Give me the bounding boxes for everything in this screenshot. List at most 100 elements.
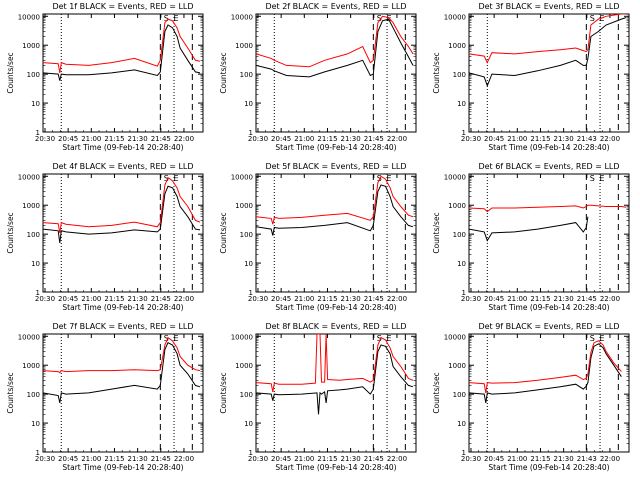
- plot-frame: [468, 173, 630, 293]
- events-series-line: [469, 343, 622, 403]
- lld-series-line: [256, 15, 414, 68]
- x-tick-label: 20:30: [248, 135, 268, 143]
- x-tick-label: 21:15: [317, 295, 337, 303]
- x-tick-label: 22:00: [174, 135, 194, 143]
- start-marker-label: S: [377, 14, 382, 23]
- y-tick-label: 1: [36, 129, 40, 137]
- x-tick-label: 20:45: [271, 135, 291, 143]
- y-tick-label: 100: [453, 71, 466, 79]
- x-tick-label: 20:30: [461, 295, 481, 303]
- chart-panel-3: Det 3f BLACK = Events, RED = LLD 1 10 100 10…: [432, 2, 630, 152]
- x-tick-label: 21:43: [577, 135, 597, 143]
- end-marker-label: E: [600, 14, 605, 23]
- x-tick-label: 21:00: [507, 295, 527, 303]
- x-tick-label: 21:00: [507, 455, 527, 463]
- x-tick-label: 21:30: [554, 135, 574, 143]
- chart-panel-4: Det 4f BLACK = Events, RED = LLD 1 10 100 10…: [6, 162, 204, 312]
- x-tick-label: 22:00: [387, 455, 407, 463]
- y-tick-label: 1: [36, 449, 40, 457]
- series-group: [43, 176, 201, 243]
- y-tick-label: 100: [240, 391, 253, 399]
- x-tick-label: 21:45: [364, 295, 384, 303]
- y-tick-label: 10: [31, 420, 40, 428]
- x-tick-label: 21:15: [317, 455, 337, 463]
- plot-frame: [255, 333, 417, 453]
- y-tick-label: 10: [244, 260, 253, 268]
- chart-title: Det 1f BLACK = Events, RED = LLD: [52, 2, 193, 11]
- lld-series-line: [469, 204, 627, 213]
- chart-panel-9: Det 9f BLACK = Events, RED = LLD 1 10 100 10…: [432, 322, 630, 472]
- end-marker-label: E: [600, 334, 605, 343]
- x-tick-label: 21:15: [530, 295, 550, 303]
- y-tick-label: 1000: [22, 42, 40, 50]
- x-tick-label: 21:45: [151, 455, 171, 463]
- x-tick-label: 21:00: [294, 455, 314, 463]
- lld-series-line: [43, 176, 201, 233]
- x-tick-label: 20:45: [484, 455, 504, 463]
- events-series-line: [256, 344, 414, 415]
- x-tick-label: 21:00: [294, 295, 314, 303]
- y-axis-label: Counts/sec: [6, 372, 15, 413]
- x-tick-label: 21:45: [151, 295, 171, 303]
- y-tick-label: 10: [457, 260, 466, 268]
- y-tick-label: 1000: [448, 42, 466, 50]
- x-tick-label: 21:00: [81, 135, 101, 143]
- y-axis-label: Counts/sec: [6, 212, 15, 253]
- events-series-line: [256, 184, 414, 236]
- x-tick-label: 21:00: [294, 135, 314, 143]
- y-tick-label: 1000: [235, 362, 253, 370]
- chart-title: Det 8f BLACK = Events, RED = LLD: [265, 322, 406, 331]
- y-tick-label: 1: [36, 289, 40, 297]
- end-marker-label: E: [174, 14, 179, 23]
- start-marker-label: S: [377, 174, 382, 183]
- x-tick-label: 21:30: [341, 295, 361, 303]
- x-axis-label: Start Time (09-Feb-14 20:28:40): [488, 463, 609, 472]
- x-tick-label: 20:30: [461, 135, 481, 143]
- x-tick-label: 21:45: [577, 295, 597, 303]
- plot-frame: [42, 173, 204, 293]
- series-group: [256, 175, 414, 236]
- lld-series-line: [469, 14, 626, 64]
- chart-title: Det 7f BLACK = Events, RED = LLD: [52, 322, 193, 331]
- start-marker-label: S: [164, 334, 169, 343]
- y-tick-label: 10000: [444, 173, 466, 181]
- start-marker-label: S: [164, 174, 169, 183]
- x-axis-label: Start Time (09-Feb-14 20:28:40): [275, 143, 396, 152]
- x-tick-label: 21:15: [104, 135, 124, 143]
- x-tick-label: 21:15: [104, 295, 124, 303]
- x-tick-label: 22:00: [387, 295, 407, 303]
- x-tick-label: 21:00: [81, 455, 101, 463]
- plot-frame: [42, 333, 204, 453]
- y-tick-label: 1: [249, 449, 253, 457]
- plot-frame: [468, 13, 630, 133]
- x-tick-label: 20:30: [248, 295, 268, 303]
- series-group: [43, 18, 201, 81]
- x-tick-label: 21:15: [317, 135, 337, 143]
- y-tick-label: 1: [462, 289, 466, 297]
- x-tick-label: 21:45: [364, 455, 384, 463]
- x-tick-label: 20:45: [484, 135, 504, 143]
- chart-title: Det 5f BLACK = Events, RED = LLD: [265, 162, 406, 171]
- y-axis-label: Counts/sec: [219, 372, 228, 413]
- y-tick-label: 1000: [235, 202, 253, 210]
- x-tick-label: 22:00: [174, 295, 194, 303]
- end-marker-label: E: [387, 174, 392, 183]
- x-tick-label: 20:45: [58, 455, 78, 463]
- start-marker-label: S: [590, 174, 595, 183]
- events-series-line: [256, 18, 414, 78]
- end-marker-label: E: [174, 174, 179, 183]
- chart-title: Det 3f BLACK = Events, RED = LLD: [478, 2, 619, 11]
- chart-title: Det 6f BLACK = Events, RED = LLD: [478, 162, 619, 171]
- x-tick-label: 21:15: [530, 455, 550, 463]
- x-tick-label: 20:45: [271, 455, 291, 463]
- x-tick-label: 21:00: [507, 135, 527, 143]
- x-tick-label: 21:15: [104, 455, 124, 463]
- chart-panel-2: Det 2f BLACK = Events, RED = LLD 1 10 100 10…: [219, 2, 417, 152]
- y-tick-label: 10000: [231, 13, 253, 21]
- lld-series-line: [469, 340, 622, 393]
- x-axis-label: Start Time (09-Feb-14 20:28:40): [488, 143, 609, 152]
- chart-panel-8: Det 8f BLACK = Events, RED = LLD 1 10 100 10…: [219, 322, 417, 472]
- x-tick-label: 21:00: [81, 295, 101, 303]
- y-tick-label: 100: [27, 391, 40, 399]
